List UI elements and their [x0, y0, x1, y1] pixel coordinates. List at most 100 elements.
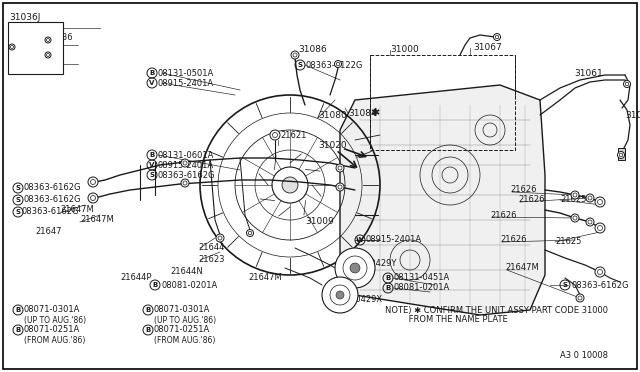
Circle shape	[595, 223, 605, 233]
Text: 08131-0501A: 08131-0501A	[158, 68, 214, 77]
Bar	[370, 55, 515, 150]
Circle shape	[335, 248, 375, 288]
Circle shape	[181, 159, 189, 167]
Text: 21626: 21626	[518, 196, 545, 205]
Text: 31036: 31036	[46, 32, 72, 42]
Circle shape	[322, 277, 358, 313]
Text: 08071-0301A: 08071-0301A	[24, 305, 81, 314]
Text: 08363-6162G: 08363-6162G	[571, 280, 628, 289]
Circle shape	[335, 61, 342, 67]
Text: FROM THE NAME PLATE: FROM THE NAME PLATE	[385, 315, 508, 324]
Text: (FROM AUG.'86): (FROM AUG.'86)	[24, 336, 85, 344]
Circle shape	[88, 193, 98, 203]
Text: 21626: 21626	[510, 186, 536, 195]
Circle shape	[45, 52, 51, 58]
Polygon shape	[340, 85, 545, 315]
Circle shape	[270, 130, 280, 140]
Circle shape	[595, 267, 605, 277]
Text: 08915-2401A: 08915-2401A	[158, 160, 214, 170]
Circle shape	[586, 218, 594, 226]
Text: A3 0 10008: A3 0 10008	[560, 350, 608, 359]
Text: B: B	[145, 307, 150, 313]
Text: 08081-0201A: 08081-0201A	[161, 280, 217, 289]
Text: 31000: 31000	[390, 45, 419, 55]
Text: 21647M: 21647M	[248, 273, 282, 282]
Circle shape	[181, 179, 189, 187]
Circle shape	[336, 291, 344, 299]
Text: 08363-6162G: 08363-6162G	[22, 208, 79, 217]
Text: 21644: 21644	[198, 244, 225, 253]
Text: 31061: 31061	[574, 70, 603, 78]
Text: 31067: 31067	[473, 44, 502, 52]
Text: B: B	[145, 327, 150, 333]
Text: 31036A: 31036A	[22, 65, 54, 74]
Text: 31020: 31020	[318, 141, 347, 150]
Circle shape	[282, 177, 298, 193]
Text: 08071-0301A: 08071-0301A	[154, 305, 211, 314]
Text: 31009: 31009	[305, 218, 333, 227]
Text: B: B	[149, 152, 155, 158]
Text: 08363-6162G: 08363-6162G	[158, 170, 216, 180]
Circle shape	[350, 263, 360, 273]
Text: 08363-6122G: 08363-6122G	[306, 61, 364, 70]
Text: B: B	[385, 285, 390, 291]
Text: S: S	[15, 185, 20, 191]
Circle shape	[246, 230, 253, 237]
Text: 08363-6162G: 08363-6162G	[24, 183, 81, 192]
Text: V: V	[149, 162, 155, 168]
Text: W: W	[356, 237, 364, 243]
Text: NOTE) ✱ CONFIRM THE UNIT ASSY PART CODE 31000: NOTE) ✱ CONFIRM THE UNIT ASSY PART CODE …	[385, 305, 608, 314]
Bar	[8, 22, 63, 74]
Text: B: B	[385, 275, 390, 281]
Text: 08081-0201A: 08081-0201A	[394, 283, 451, 292]
Text: S: S	[150, 172, 154, 178]
Text: B: B	[152, 282, 157, 288]
Text: 08131-0451A: 08131-0451A	[394, 273, 451, 282]
Text: V: V	[149, 80, 155, 86]
Text: 21647: 21647	[35, 228, 61, 237]
Circle shape	[216, 234, 224, 242]
Circle shape	[336, 164, 344, 172]
Text: 21626: 21626	[500, 235, 527, 244]
Circle shape	[291, 51, 299, 59]
Text: 31084: 31084	[348, 109, 376, 118]
Circle shape	[571, 214, 579, 222]
Text: S: S	[15, 209, 20, 215]
Polygon shape	[618, 148, 625, 160]
Text: 21644N: 21644N	[170, 267, 203, 276]
Text: 21647M: 21647M	[60, 205, 93, 215]
Circle shape	[595, 197, 605, 207]
Text: 08071-0251A: 08071-0251A	[154, 326, 211, 334]
Text: 08131-0601A: 08131-0601A	[158, 151, 214, 160]
Text: 21647M: 21647M	[80, 215, 114, 224]
Text: (UP TO AUG.'86): (UP TO AUG.'86)	[24, 315, 86, 324]
Circle shape	[88, 177, 98, 187]
Circle shape	[493, 33, 500, 41]
Text: 31064: 31064	[625, 110, 640, 119]
Text: 31036J: 31036J	[9, 13, 40, 22]
Text: S: S	[563, 282, 568, 288]
Text: B: B	[15, 327, 20, 333]
Text: 30429Y: 30429Y	[365, 259, 396, 267]
Text: 21625: 21625	[555, 237, 581, 247]
Circle shape	[9, 44, 15, 50]
Circle shape	[45, 37, 51, 43]
Text: 31080: 31080	[318, 110, 347, 119]
Text: 21647M: 21647M	[505, 263, 539, 273]
Text: 08363-6162G: 08363-6162G	[24, 196, 81, 205]
Text: B: B	[149, 70, 155, 76]
Circle shape	[576, 294, 584, 302]
Text: 21621: 21621	[280, 131, 307, 141]
Text: 21626: 21626	[490, 211, 516, 219]
Text: B: B	[15, 307, 20, 313]
Text: S: S	[298, 62, 303, 68]
Text: 08071-0251A: 08071-0251A	[24, 326, 80, 334]
Text: 21625: 21625	[560, 196, 586, 205]
Circle shape	[336, 183, 344, 191]
Text: 30429X: 30429X	[350, 295, 382, 305]
Text: 21623: 21623	[198, 256, 225, 264]
Text: 08915-2401A: 08915-2401A	[158, 78, 214, 87]
Text: 31086: 31086	[298, 45, 327, 55]
Text: (FROM AUG.'86): (FROM AUG.'86)	[154, 336, 216, 344]
Text: ✱: ✱	[370, 108, 380, 118]
